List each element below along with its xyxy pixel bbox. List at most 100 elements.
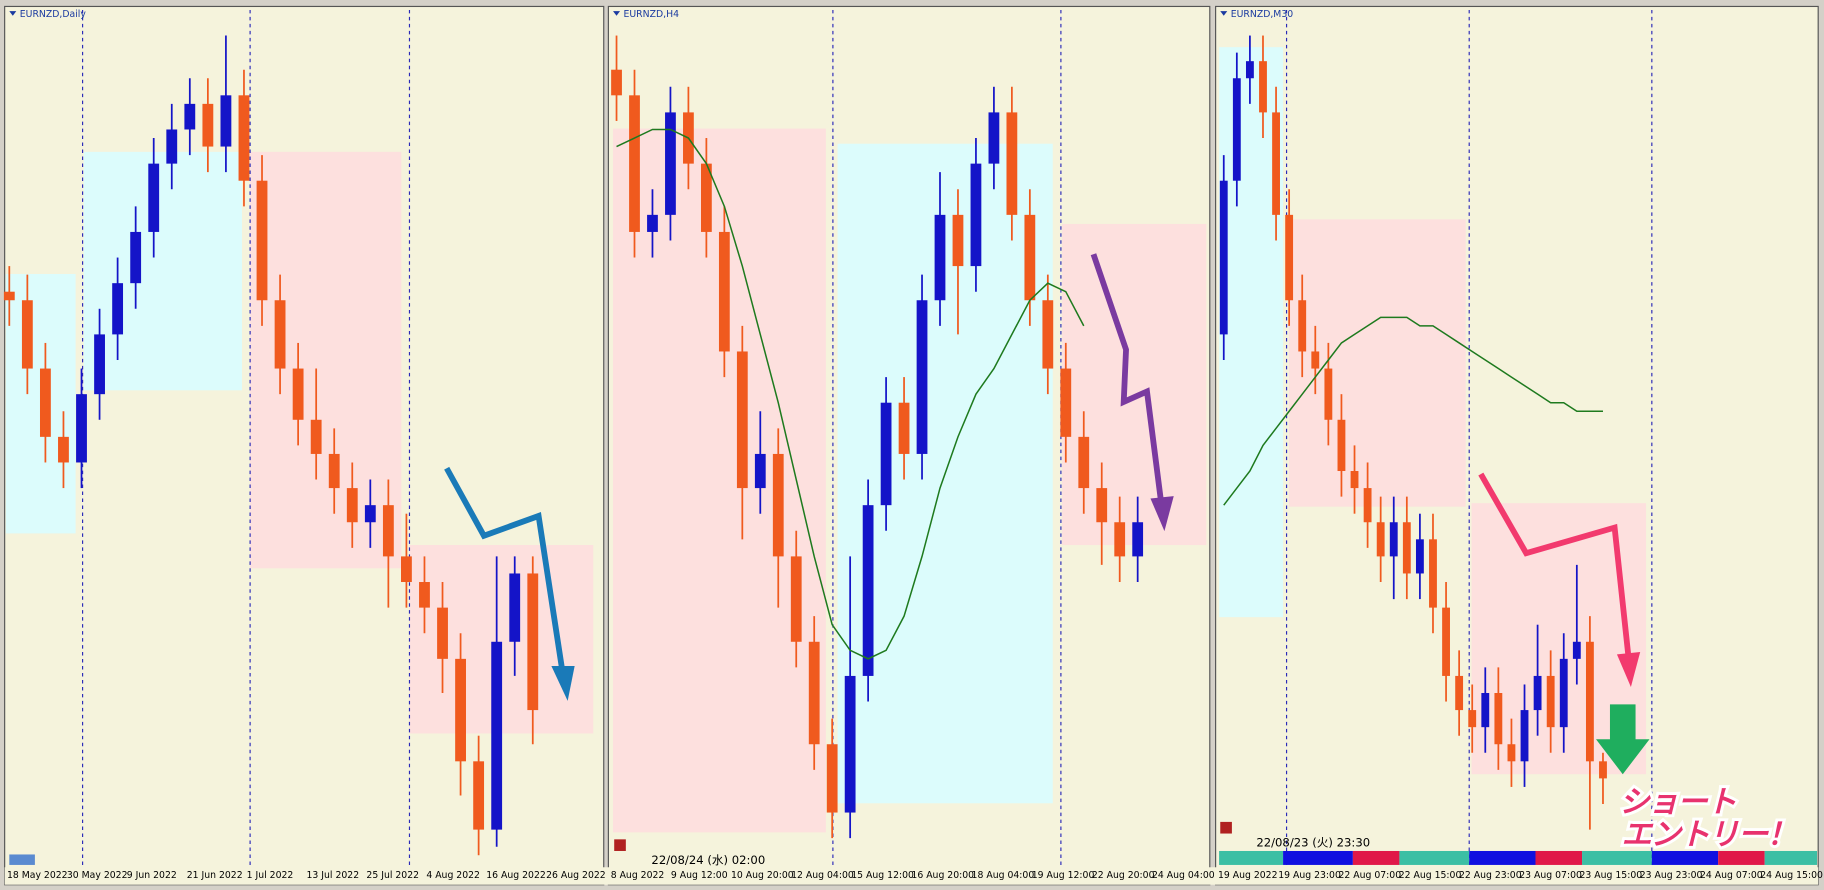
x-tick-label: 22 Aug 15:00 (1399, 870, 1462, 881)
candle-body (862, 505, 874, 676)
candle-body (310, 419, 322, 454)
candle-body (328, 453, 340, 489)
bar-seg (1535, 850, 1583, 865)
zone (83, 151, 242, 391)
x-tick-label: 22 Aug 07:00 (1338, 870, 1401, 881)
candle-body (130, 231, 142, 284)
candle-body (1585, 641, 1594, 762)
candle-body (112, 283, 124, 335)
x-tick-label: 18 Aug 04:00 (972, 870, 1035, 881)
title-marker (9, 11, 17, 16)
x-tick-label: 1 Jul 2022 (247, 870, 294, 881)
title-marker (613, 11, 621, 16)
candle-body (364, 505, 376, 523)
candle-body (1429, 539, 1437, 608)
x-tick-label: 16 Aug 2022 (486, 870, 546, 881)
candle-body (1455, 675, 1464, 711)
candle-body (826, 744, 838, 813)
candle-body (473, 761, 485, 830)
icon (1220, 821, 1232, 834)
candle-body (629, 95, 640, 232)
x-tick-label: 25 Jul 2022 (366, 870, 419, 881)
chart-title: EURNZD,Daily (20, 9, 87, 20)
candle-body (916, 300, 928, 454)
candle-body (1389, 522, 1398, 557)
x-tick-label: 22 Aug 23:00 (1459, 870, 1522, 881)
candle-body (772, 453, 784, 557)
candle-body (274, 300, 286, 369)
candle-body (1546, 675, 1555, 728)
candle-body (898, 402, 910, 454)
bar-seg (1283, 850, 1353, 865)
candle-body (437, 607, 448, 659)
candle-body (700, 163, 712, 232)
entry-arrow (1596, 704, 1650, 775)
x-tick-label: 26 Aug 2022 (546, 870, 606, 881)
candle-body (220, 95, 232, 147)
arrow-head (1616, 652, 1641, 687)
candle-body (39, 368, 51, 437)
axis-strip (4, 867, 1819, 885)
candle-body (1232, 78, 1241, 181)
candle-body (1298, 300, 1307, 352)
candle-body (382, 505, 394, 557)
candle-body (21, 300, 33, 369)
candle-body (1599, 761, 1607, 779)
candle-body (1096, 488, 1108, 523)
candle-body (184, 103, 196, 130)
candle-body (1533, 675, 1542, 711)
arrow (444, 466, 566, 676)
candle-body (58, 436, 69, 463)
candle-body (1376, 522, 1385, 557)
annotation: エントリー！ (1622, 817, 1796, 852)
candle-body (527, 573, 539, 711)
chart-title: EURNZD,M30 (1231, 9, 1294, 20)
candle-body (238, 95, 250, 181)
candle-body (1078, 436, 1090, 489)
candle-body (808, 641, 820, 745)
x-tick-label: 4 Aug 2022 (426, 870, 480, 881)
x-tick-label: 15 Aug 12:00 (851, 870, 914, 881)
icon (614, 839, 626, 851)
zone (1062, 223, 1207, 546)
candle-body (844, 675, 856, 813)
chart-title: EURNZD,H4 (624, 9, 680, 20)
candle-body (1520, 710, 1529, 762)
candle-body (346, 488, 358, 523)
candle-body (292, 368, 304, 420)
candle-body (988, 112, 1000, 164)
candle-body (1350, 471, 1359, 489)
bar-seg (1764, 850, 1818, 865)
candle-body (1272, 112, 1280, 215)
x-tick-label: 9 Jun 2022 (127, 870, 177, 881)
candle-body (1259, 61, 1267, 113)
candle-body (148, 163, 160, 232)
candle-body (970, 163, 982, 267)
candle-body (1481, 693, 1490, 728)
candle-body (1507, 744, 1516, 762)
x-tick-label: 30 May 2022 (67, 870, 128, 881)
moving-average (616, 128, 1085, 660)
x-tick-label: 23 Aug 15:00 (1579, 870, 1642, 881)
candle-body (1024, 214, 1036, 301)
candle-body (1559, 658, 1568, 728)
zone (250, 151, 402, 569)
candle-body (94, 334, 105, 395)
bar-seg (1469, 850, 1536, 865)
moving-average (1223, 316, 1603, 506)
candle-body (1042, 300, 1054, 369)
candle-body (491, 641, 503, 830)
candle-body (401, 556, 412, 583)
candle-body (736, 351, 748, 489)
candle-body (611, 69, 622, 96)
candle-body (1402, 522, 1411, 574)
icons (9, 821, 1232, 865)
candle-body (455, 658, 466, 762)
candle-body (1572, 641, 1581, 659)
candle-body (1245, 61, 1254, 79)
x-tick-label: 8 Aug 2022 (611, 870, 665, 881)
candle-body (3, 291, 15, 301)
x-tick-label: 13 Jul 2022 (307, 870, 360, 881)
